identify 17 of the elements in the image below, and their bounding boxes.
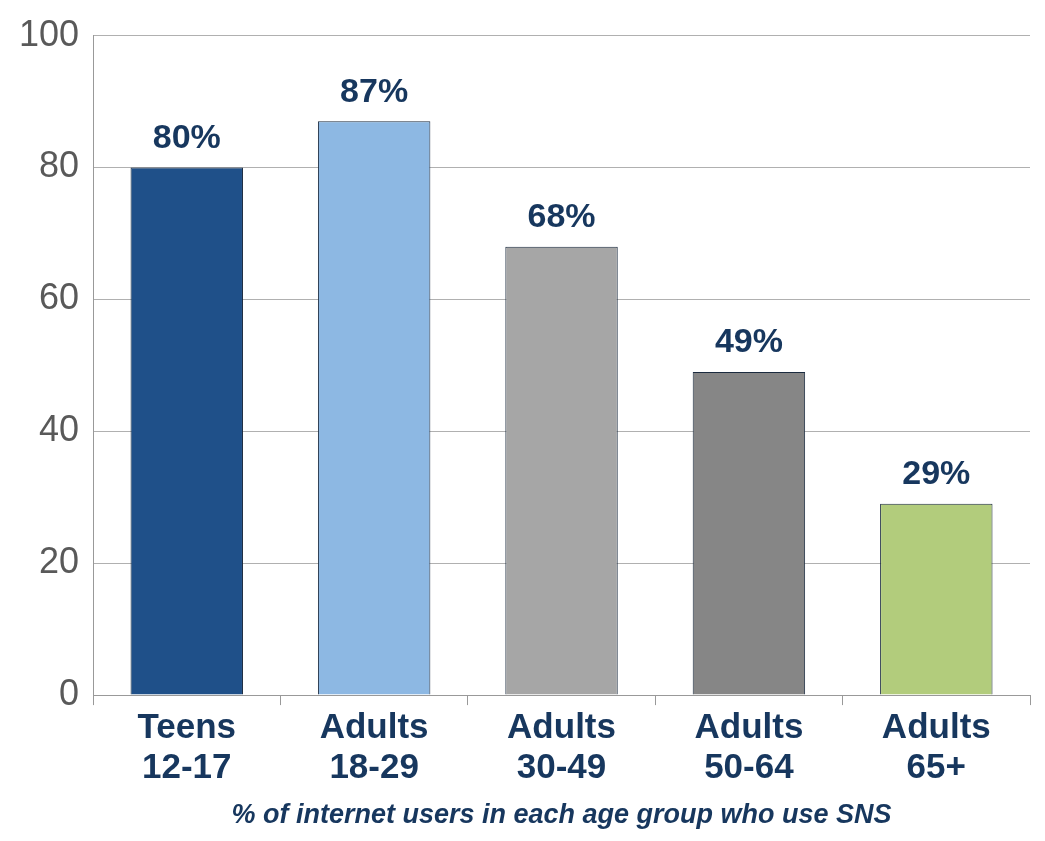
y-tick-label: 60: [39, 276, 80, 318]
y-tick-label: 80: [39, 144, 80, 186]
x-tick-label: Adults 50-64: [694, 705, 804, 786]
x-axis-title: % of internet users in each age group who use SNS: [231, 799, 892, 830]
data-label: 68%: [527, 196, 596, 235]
data-label: 49%: [714, 321, 783, 360]
data-label: 80%: [152, 116, 221, 155]
x-tick-label: Adults 65+: [881, 705, 991, 786]
x-tick-label: Adults 18-29: [319, 705, 429, 786]
y-tick-label: 0: [59, 672, 80, 714]
x-tick-label: Adults 30-49: [507, 705, 616, 786]
y-tick-label: 100: [18, 12, 80, 54]
y-tick-label: 20: [39, 540, 80, 582]
data-label: 87%: [340, 70, 409, 109]
x-tick-label: Teens 12-17: [137, 705, 237, 786]
data-label: 29%: [902, 453, 971, 492]
y-tick-label: 40: [39, 408, 80, 450]
